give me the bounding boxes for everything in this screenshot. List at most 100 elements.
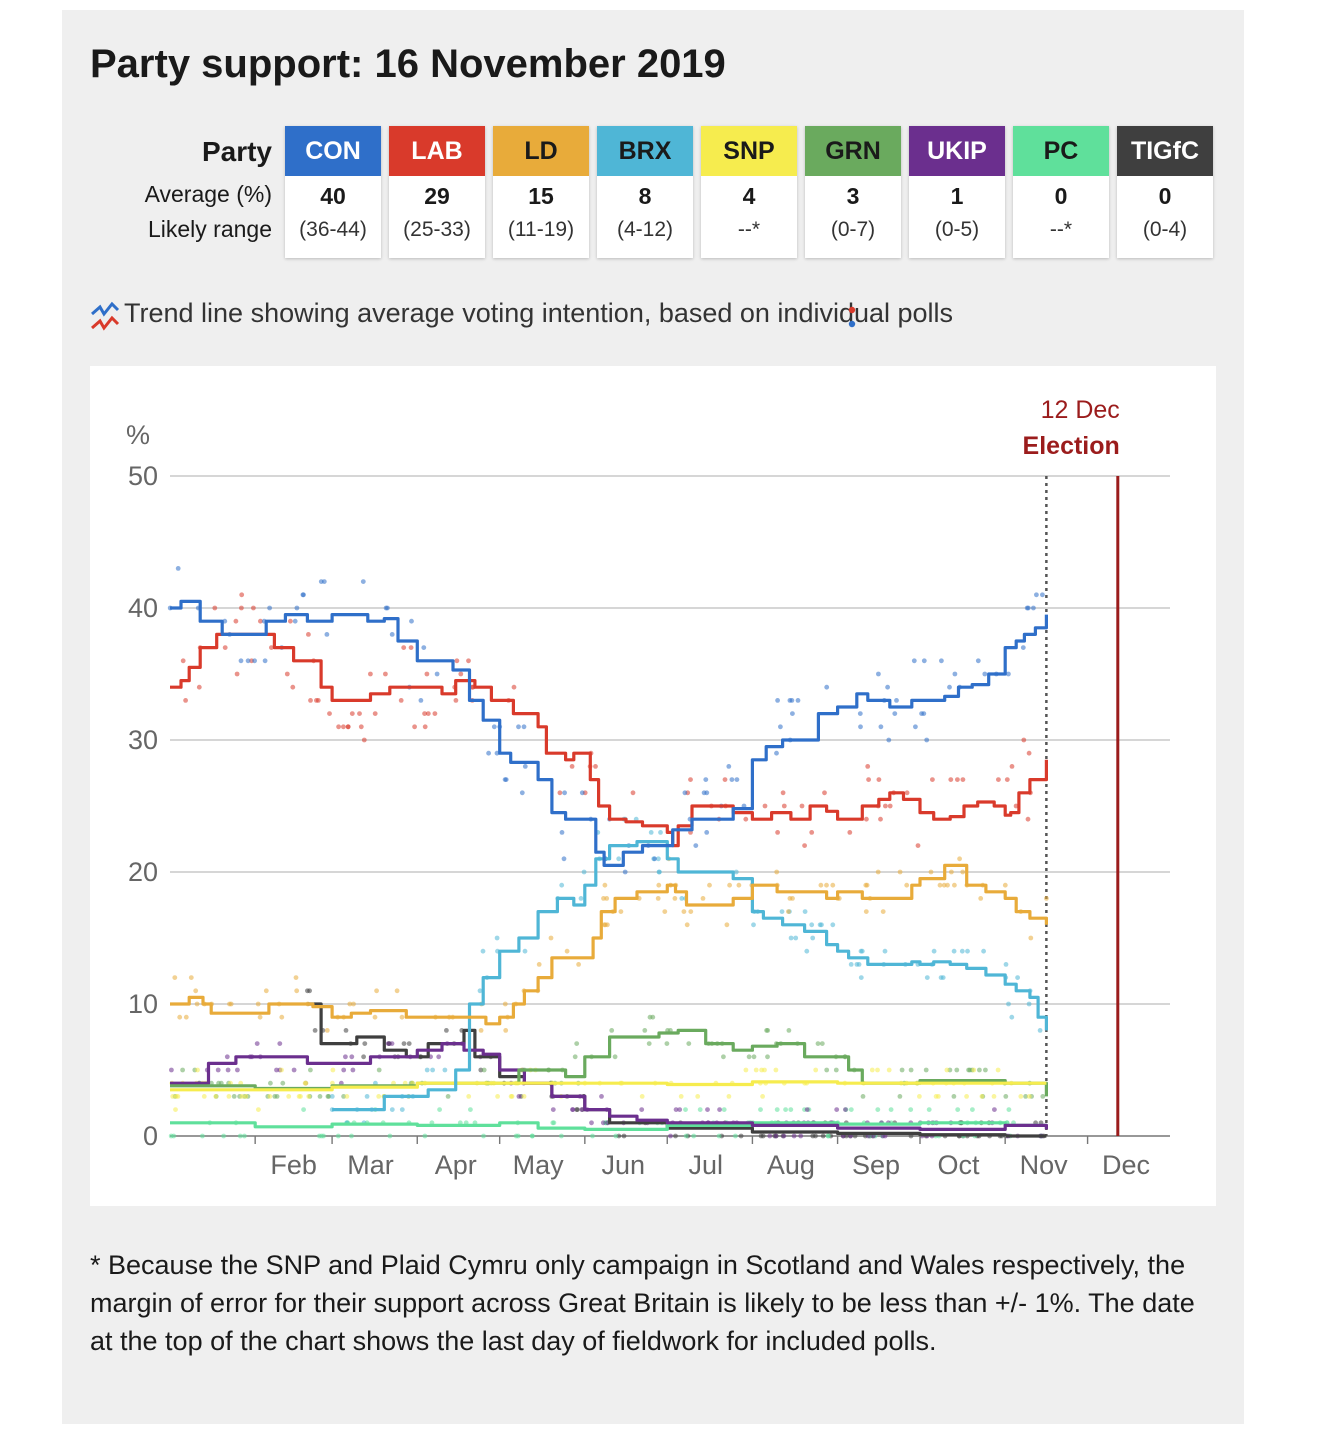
range-row-label: Likely range	[147, 216, 272, 242]
poll-dot	[648, 830, 654, 835]
poll-dot	[931, 948, 937, 954]
poll-dot	[705, 1107, 710, 1112]
poll-dot	[937, 882, 943, 888]
poll-dot	[574, 1107, 580, 1112]
poll-dot	[491, 724, 497, 730]
poll-dot	[335, 1133, 341, 1139]
poll-dot	[639, 1107, 645, 1112]
poll-dot	[503, 1028, 509, 1033]
poll-dot	[321, 1133, 326, 1139]
poll-dot	[788, 935, 794, 941]
poll-dot	[809, 830, 815, 835]
poll-dot	[780, 790, 786, 796]
poll-dot	[254, 1041, 260, 1046]
poll-dot	[1018, 1094, 1024, 1099]
poll-dot	[579, 790, 585, 796]
poll-dot	[173, 1107, 178, 1112]
poll-dot	[899, 1067, 905, 1073]
poll-dot	[1003, 1094, 1009, 1099]
poll-dot	[894, 698, 899, 703]
poll-dot	[183, 698, 188, 703]
trend-line-tigfc	[307, 1002, 1047, 1138]
party-name: UKIP	[909, 126, 1005, 176]
poll-dot	[774, 1107, 780, 1112]
poll-dot	[786, 909, 791, 914]
poll-dot	[481, 1067, 487, 1073]
party-average: 40	[320, 183, 346, 209]
poll-dot	[529, 1133, 535, 1139]
party-average: 4	[742, 183, 756, 209]
y-axis-label: %	[126, 420, 150, 450]
party-column-brx: BRX 8 (4-12)	[597, 126, 693, 258]
party-column-pc: PC 0 --*	[1013, 126, 1109, 258]
poll-dot	[858, 724, 863, 730]
poll-dot	[399, 1107, 405, 1112]
poll-dot	[878, 724, 884, 730]
poll-dot	[822, 790, 827, 796]
trend-line-lab	[170, 632, 1048, 848]
poll-dot	[982, 671, 988, 677]
poll-dot	[764, 1028, 769, 1033]
poll-dot	[672, 896, 678, 901]
trend-line-ld	[170, 863, 1048, 1026]
poll-dot	[193, 988, 199, 994]
poll-dot	[760, 1094, 765, 1099]
poll-dot	[215, 1067, 221, 1073]
poll-dot	[228, 1001, 234, 1007]
poll-dot	[919, 711, 924, 716]
x-tick-label: Mar	[347, 1150, 394, 1180]
poll-dot	[729, 777, 735, 782]
poll-dot	[724, 922, 730, 928]
poll-dot	[1040, 1094, 1046, 1099]
poll-dot	[869, 1067, 875, 1073]
poll-dot	[888, 1107, 894, 1112]
poll-dot	[892, 711, 898, 716]
poll-dot	[781, 1133, 787, 1139]
poll-dot	[658, 830, 663, 835]
poll-dot	[612, 1054, 618, 1060]
poll-dot	[357, 711, 362, 716]
poll-dot	[188, 975, 194, 980]
poll-dot	[923, 1067, 929, 1073]
poll-dot	[813, 1133, 818, 1139]
poll-dot	[385, 1041, 391, 1046]
poll-dot	[813, 1067, 819, 1073]
poll-dot	[688, 909, 694, 914]
poll-dot	[466, 1094, 472, 1099]
y-tick-label: 10	[128, 989, 158, 1019]
poll-dot	[642, 1028, 648, 1033]
poll-dot	[830, 882, 836, 888]
poll-dot	[294, 988, 300, 994]
page-title: Party support: 16 November 2019	[90, 42, 726, 86]
poll-dot	[781, 803, 787, 809]
poll-dot	[865, 764, 871, 769]
poll-trend-chart: 0 10 20 30 40 50% Feb Mar Apr May Jun Jul Aug Sep Oct N…	[126, 396, 1170, 1180]
poll-dot	[668, 1133, 673, 1139]
y-tick-label: 40	[128, 593, 158, 623]
poll-dot	[239, 605, 244, 611]
poll-dot	[237, 1133, 243, 1139]
poll-dot	[876, 671, 881, 677]
poll-dot	[570, 1107, 576, 1112]
poll-dot	[383, 671, 388, 677]
poll-dot	[306, 1094, 312, 1099]
poll-dot	[444, 1028, 449, 1033]
party-range: (0-4)	[1142, 218, 1188, 241]
poll-dot	[818, 882, 824, 888]
poll-dot	[639, 1094, 645, 1099]
poll-dot	[422, 724, 428, 730]
poll-dot	[324, 1028, 330, 1033]
poll-dot	[480, 948, 486, 954]
poll-dot	[995, 1067, 1001, 1073]
poll-dot	[256, 1107, 261, 1112]
poll-dot	[1009, 1014, 1015, 1020]
poll-dot	[904, 790, 910, 796]
poll-dot	[679, 896, 685, 901]
poll-dot	[767, 1133, 773, 1139]
y-tick-label: 50	[128, 461, 158, 491]
poll-dot	[875, 869, 881, 875]
poll-dot	[550, 1107, 556, 1112]
poll-dot	[466, 658, 471, 664]
trend-line-snp	[170, 1080, 1047, 1092]
poll-dot	[751, 1054, 757, 1060]
